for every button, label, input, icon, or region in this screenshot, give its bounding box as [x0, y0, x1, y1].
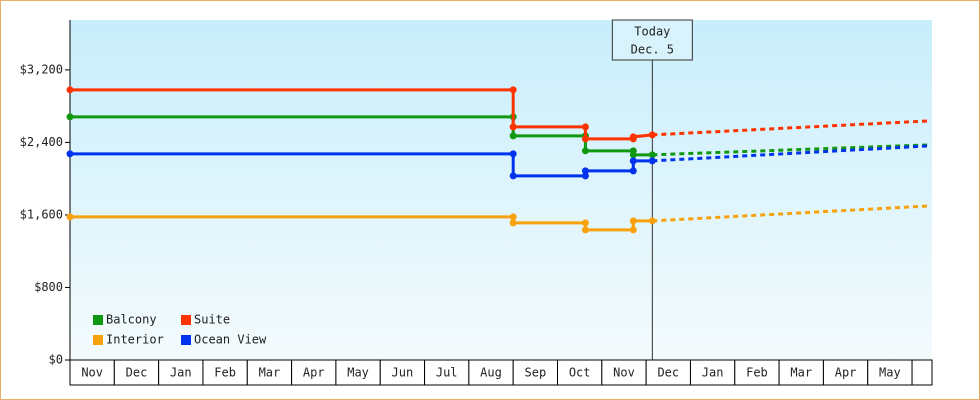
point — [629, 217, 637, 225]
point — [629, 157, 637, 165]
point — [509, 150, 517, 158]
point — [509, 172, 517, 180]
y-tick-label: $2,400 — [20, 135, 63, 149]
point — [629, 133, 637, 141]
month-cell — [557, 359, 603, 386]
point — [648, 157, 656, 165]
month-cell — [822, 359, 869, 386]
point — [629, 151, 637, 159]
legend-swatch — [181, 315, 191, 325]
y-tick-label: $800 — [34, 280, 63, 294]
month-cell — [202, 359, 248, 386]
point — [629, 167, 637, 175]
point — [509, 132, 517, 140]
x-tick-label: Mar — [259, 366, 281, 380]
legend-swatch — [93, 335, 103, 345]
x-tick-label: May — [879, 366, 901, 380]
point — [648, 217, 656, 225]
x-tick-label: Jun — [392, 366, 414, 380]
month-cell — [468, 359, 514, 386]
plot-area — [70, 20, 932, 360]
point — [581, 167, 589, 175]
x-tick-label: Oct — [569, 366, 591, 380]
y-tick-label: $3,200 — [20, 62, 63, 76]
point — [66, 113, 74, 121]
x-tick-label: Apr — [303, 366, 325, 380]
x-tick-label: Jan — [702, 366, 724, 380]
point — [66, 86, 74, 94]
point — [509, 219, 517, 227]
month-cell — [379, 359, 426, 386]
x-tick-label: Feb — [214, 366, 236, 380]
month-cell — [246, 359, 293, 386]
legend-label: Ocean View — [194, 333, 267, 347]
month-cell — [734, 359, 780, 386]
month-cell — [867, 359, 913, 386]
point — [509, 213, 517, 221]
projection-line — [652, 119, 931, 137]
x-tick-label: Apr — [835, 366, 857, 380]
x-tick-label: Dec — [657, 366, 679, 380]
point — [66, 213, 74, 221]
point — [581, 147, 589, 155]
x-tick-label: Jan — [170, 366, 192, 380]
month-cell — [911, 359, 933, 386]
point — [648, 151, 656, 159]
point — [581, 123, 589, 131]
month-cell — [689, 359, 736, 386]
month-cell — [69, 359, 115, 386]
projection-line — [652, 143, 931, 157]
y-tick-label: $1,600 — [20, 207, 63, 221]
month-cell — [113, 359, 160, 386]
x-tick-label: Feb — [746, 366, 768, 380]
legend-label: Interior — [106, 333, 164, 347]
legend-swatch — [93, 315, 103, 325]
x-tick-label: Aug — [480, 366, 502, 380]
today-label: Dec. 5 — [631, 43, 674, 57]
month-cell — [158, 359, 204, 386]
x-tick-label: Dec — [126, 366, 148, 380]
x-tick-label: May — [347, 366, 369, 380]
legend-label: Balcony — [106, 313, 157, 327]
point — [581, 172, 589, 180]
point — [581, 226, 589, 234]
point — [581, 135, 589, 143]
today-box — [611, 19, 693, 61]
point — [581, 219, 589, 227]
x-tick-label: Nov — [613, 366, 635, 380]
projection-line — [652, 204, 931, 223]
point — [509, 86, 517, 94]
legend-swatch — [181, 335, 191, 345]
x-tick-label: Sep — [525, 366, 547, 380]
point — [66, 150, 74, 158]
x-tick-label: Mar — [790, 366, 812, 380]
point — [648, 131, 656, 139]
projection-line — [652, 144, 931, 163]
y-tick-label: $0 — [49, 353, 63, 367]
x-tick-label: Nov — [81, 366, 103, 380]
month-cell — [601, 359, 647, 386]
point — [629, 226, 637, 234]
legend-label: Suite — [194, 313, 230, 327]
today-label: Today — [634, 25, 670, 39]
x-tick-label: Jul — [436, 366, 458, 380]
point — [509, 123, 517, 131]
